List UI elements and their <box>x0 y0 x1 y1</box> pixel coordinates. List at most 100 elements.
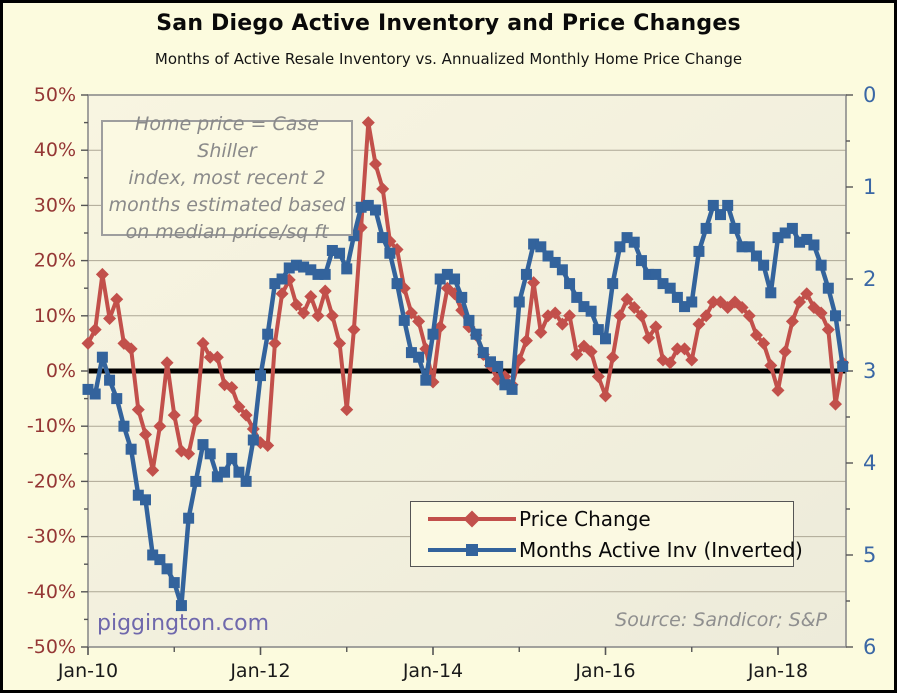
square-marker <box>571 291 583 303</box>
right-axis-tick-label: 0 <box>863 83 876 107</box>
legend-item-months-active-inv: Months Active Inv (Inverted) <box>428 537 803 563</box>
square-marker <box>743 241 755 253</box>
diamond-marker-icon <box>463 510 481 527</box>
left-axis-tick-label: -30% <box>27 526 76 548</box>
chart-subtitle: Months of Active Resale Inventory vs. An… <box>154 50 743 68</box>
square-marker <box>643 268 655 280</box>
square-marker <box>362 199 374 211</box>
diamond-marker <box>412 314 426 328</box>
diamond-marker <box>182 447 196 461</box>
square-marker <box>125 443 137 455</box>
square-marker <box>305 264 317 276</box>
square-marker <box>621 232 633 244</box>
square-marker <box>255 370 266 382</box>
diamond-marker <box>333 336 347 350</box>
annotation-box: Home price = Case Shiller index, most re… <box>101 113 353 243</box>
annotation-line: months estimated based <box>108 193 346 216</box>
x-axis-tick-label: Jan-16 <box>574 660 635 682</box>
diamond-marker <box>275 287 289 301</box>
diamond-marker <box>829 397 842 411</box>
diamond-marker <box>821 323 835 337</box>
diamond-marker <box>800 287 814 301</box>
square-marker <box>456 291 468 303</box>
diamond-marker <box>599 389 612 403</box>
square-marker <box>542 250 554 262</box>
square-marker <box>772 232 784 244</box>
diamond-marker <box>160 356 174 370</box>
square-marker <box>463 314 475 326</box>
square-marker <box>391 278 403 290</box>
diamond-marker <box>318 284 332 298</box>
square-marker <box>729 222 741 234</box>
diamond-marker <box>139 427 152 441</box>
diamond-marker <box>361 116 375 130</box>
square-marker <box>664 282 676 294</box>
diamond-marker <box>369 157 382 171</box>
diamond-marker <box>699 309 713 323</box>
right-axis-tick-label: 5 <box>863 543 876 567</box>
square-marker <box>736 241 748 253</box>
square-marker <box>290 259 302 271</box>
diamond-marker <box>146 463 160 477</box>
square-marker <box>355 201 367 213</box>
diamond-marker <box>814 306 828 320</box>
diamond-marker <box>620 292 634 306</box>
right-axis-tick-label: 2 <box>863 267 876 291</box>
square-marker <box>794 236 806 248</box>
x-axis-tick-label: Jan-12 <box>229 660 290 682</box>
square-marker <box>326 244 338 256</box>
square-marker <box>607 278 619 290</box>
square-marker <box>427 328 439 340</box>
square-marker <box>470 328 482 340</box>
x-axis-tick-label: Jan-14 <box>402 660 463 682</box>
legend-item-price-change: Price Change <box>428 506 793 532</box>
diamond-marker <box>606 350 620 364</box>
square-marker <box>384 247 396 259</box>
square-marker <box>822 282 834 294</box>
diamond-marker <box>706 295 720 309</box>
diamond-marker <box>613 309 627 323</box>
annotation-line: on median price/sq ft <box>125 220 329 243</box>
square-marker <box>830 310 841 322</box>
diamond-marker <box>685 353 699 367</box>
diamond-marker <box>785 314 799 328</box>
diamond-marker <box>548 306 562 320</box>
diamond-marker <box>563 309 577 323</box>
square-marker-icon <box>466 543 478 556</box>
square-marker <box>686 296 698 308</box>
diamond-marker <box>519 334 533 348</box>
diamond-marker <box>663 356 677 370</box>
left-axis-tick-label: 20% <box>34 250 76 272</box>
square-marker <box>628 236 640 248</box>
square-marker <box>808 239 820 251</box>
price-change-line-swatch <box>428 506 516 532</box>
square-marker <box>420 374 432 386</box>
diamond-marker <box>304 289 318 303</box>
diamond-marker <box>735 301 749 315</box>
square-marker <box>477 347 489 359</box>
left-axis-tick-label: 40% <box>34 139 76 161</box>
diamond-marker <box>167 408 181 422</box>
left-axis-tick-label: -10% <box>27 415 76 437</box>
right-axis: 0 1 2 3 4 5 6 <box>846 83 876 659</box>
right-axis-tick-label: 4 <box>863 451 876 475</box>
legend-label: Price Change <box>519 506 651 531</box>
square-marker <box>492 360 504 372</box>
square-marker <box>283 262 295 274</box>
square-marker <box>592 324 604 336</box>
diamond-marker <box>110 292 124 306</box>
diamond-marker <box>189 414 203 428</box>
diamond-marker <box>778 345 792 359</box>
square-marker <box>341 263 353 275</box>
left-axis: -50% -40% -30% -20% -10% 0% 10% 20% 30% 40% 50% <box>27 84 88 658</box>
square-marker <box>233 466 245 478</box>
diamond-marker <box>649 320 663 334</box>
left-axis-tick-label: -50% <box>27 636 76 658</box>
square-marker <box>147 549 159 561</box>
diamond-marker <box>591 370 605 384</box>
diamond-marker <box>261 439 275 453</box>
diamond-marker <box>311 309 325 323</box>
diamond-marker <box>534 325 548 339</box>
square-marker <box>183 512 195 524</box>
square-marker <box>657 278 669 290</box>
